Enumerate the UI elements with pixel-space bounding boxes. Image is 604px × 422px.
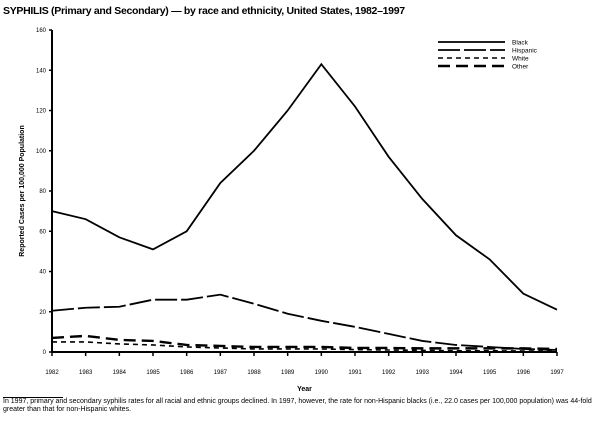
series-line-black bbox=[51, 62, 558, 311]
legend-label-other: Other bbox=[512, 64, 529, 71]
y-tick-label: 20 bbox=[39, 310, 46, 316]
y-tick-label: 140 bbox=[36, 68, 47, 74]
y-axis-label: Reported Cases per 100,000 Population bbox=[19, 125, 26, 257]
chart-title: SYPHILIS (Primary and Secondary) — by ra… bbox=[3, 5, 405, 17]
x-tick-label: 1990 bbox=[315, 370, 329, 376]
x-tick-label: 1985 bbox=[146, 370, 160, 376]
x-tick-label: 1986 bbox=[180, 370, 194, 376]
x-tick-label: 1997 bbox=[550, 370, 564, 376]
x-axis-label: Year bbox=[297, 386, 312, 393]
y-tick-label: 100 bbox=[36, 149, 47, 155]
y-tick-label: 40 bbox=[39, 270, 46, 276]
legend-label-hispanic: Hispanic bbox=[512, 48, 538, 55]
series-line-other bbox=[51, 334, 558, 351]
y-tick-label: 60 bbox=[39, 229, 46, 235]
legend-label-black: Black bbox=[512, 40, 529, 47]
x-tick-label: 1988 bbox=[247, 370, 261, 376]
x-tick-label: 1987 bbox=[214, 370, 228, 376]
x-tick-label: 1995 bbox=[483, 370, 497, 376]
footnote-rule bbox=[3, 397, 63, 398]
legend-label-white: White bbox=[512, 56, 529, 63]
x-tick-label: 1982 bbox=[45, 370, 59, 376]
x-tick-label: 1994 bbox=[449, 370, 463, 376]
y-tick-label: 160 bbox=[36, 28, 47, 34]
x-tick-label: 1996 bbox=[517, 370, 531, 376]
y-tick-label: 0 bbox=[43, 350, 47, 356]
x-tick-label: 1991 bbox=[348, 370, 362, 376]
footnote: In 1997, primary and secondary syphilis … bbox=[3, 398, 592, 413]
x-tick-label: 1983 bbox=[79, 370, 93, 376]
x-tick-label: 1989 bbox=[281, 370, 295, 376]
series-line-hispanic bbox=[51, 293, 558, 351]
x-tick-label: 1992 bbox=[382, 370, 396, 376]
y-tick-label: 80 bbox=[39, 189, 46, 195]
x-tick-label: 1993 bbox=[416, 370, 430, 376]
x-tick-label: 1984 bbox=[113, 370, 127, 376]
y-tick-label: 120 bbox=[36, 109, 47, 115]
series-line-white bbox=[52, 341, 557, 352]
